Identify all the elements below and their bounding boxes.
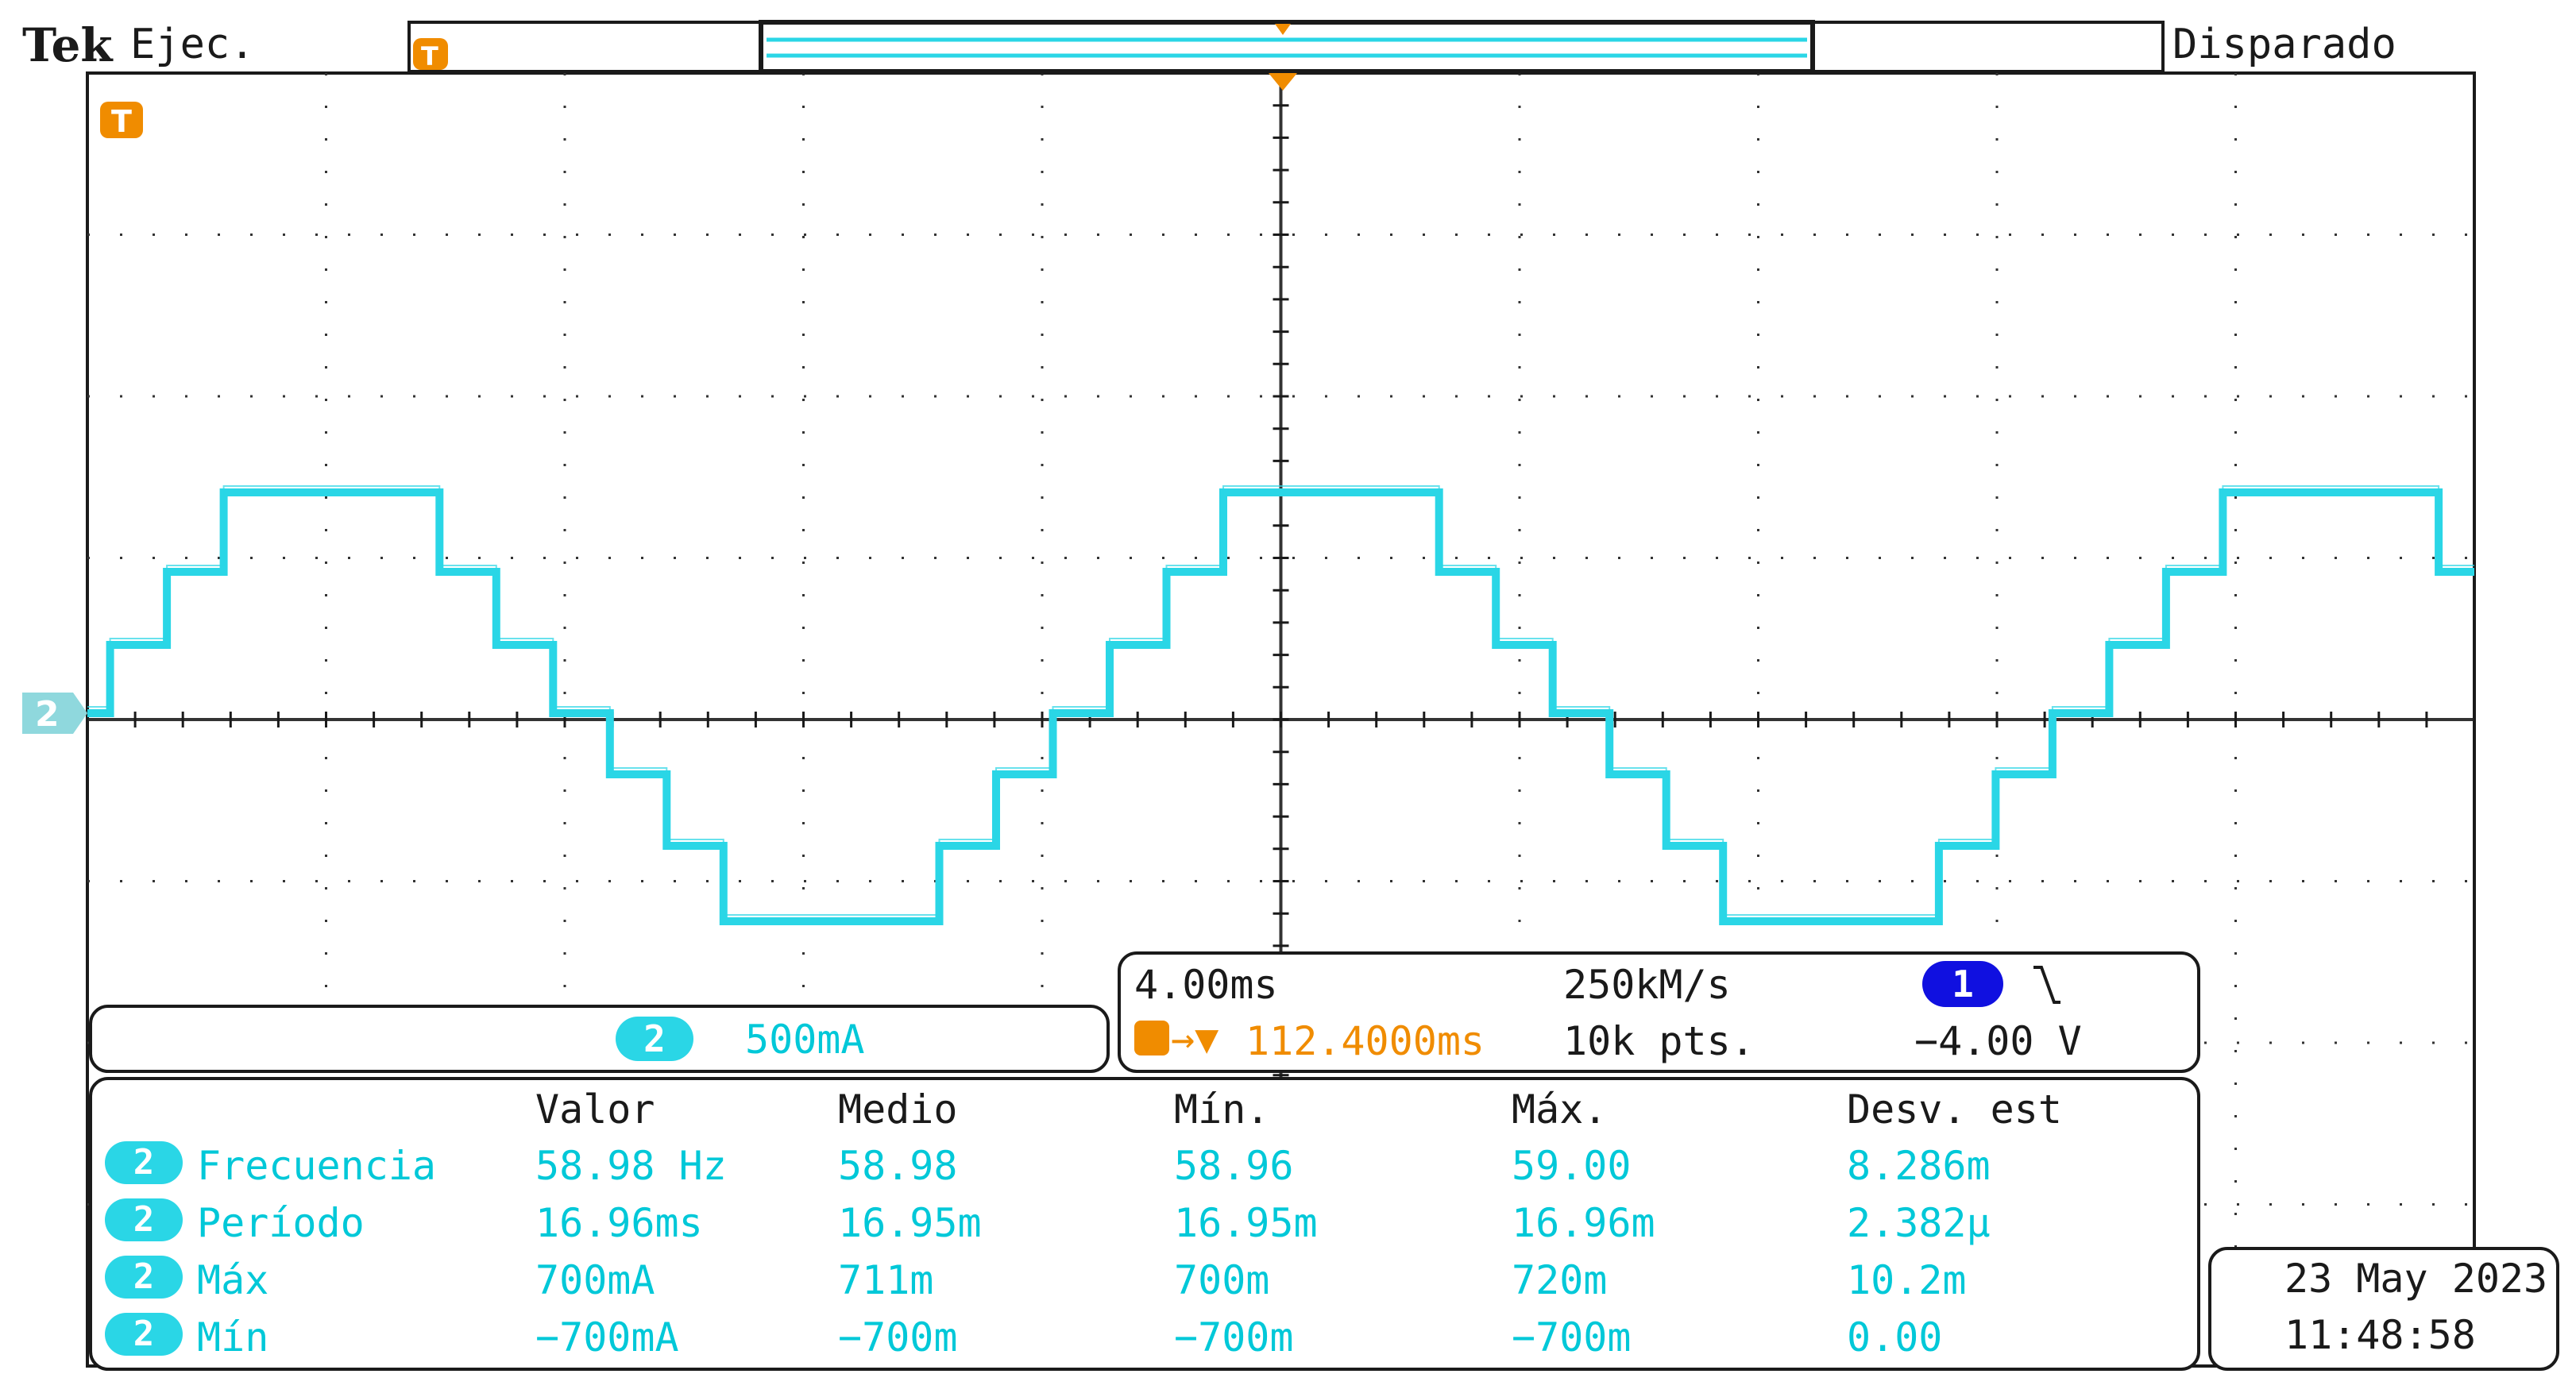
measurement-value: 10.2m	[1847, 1257, 1967, 1303]
measurement-name: Período	[197, 1200, 365, 1246]
measurement-value: 700m	[1174, 1257, 1270, 1303]
column-header: Medio	[838, 1086, 958, 1133]
measurement-value: −700m	[1174, 1314, 1294, 1360]
sample-rate: 250kM/s	[1563, 962, 1731, 1008]
time-per-division: 4.00ms	[1134, 962, 1278, 1008]
measurement-value: 2.382μ	[1847, 1200, 1991, 1246]
measurement-value: 58.98 Hz	[535, 1143, 727, 1189]
record-view-window	[759, 20, 1815, 74]
trigger-state: Disparado	[2172, 21, 2396, 68]
date: 23 May 2023	[2284, 1256, 2548, 1302]
record-trigger-t-label: T	[421, 41, 438, 71]
trigger-t-marker-label: T	[111, 104, 132, 139]
measurements-box	[89, 1077, 2200, 1371]
trigger-position: 112.4000ms	[1246, 1018, 1485, 1064]
measurement-value: −700m	[838, 1314, 958, 1360]
measurement-name: Máx	[197, 1257, 269, 1303]
measurement-value: 700mA	[535, 1257, 655, 1303]
measurement-value: 711m	[838, 1257, 934, 1303]
channel-2-badge[interactable]: 2	[105, 1313, 183, 1356]
measurement-value: 0.00	[1847, 1314, 1943, 1360]
trigger-source-badge[interactable]: 1	[1922, 961, 2003, 1007]
time: 11:48:58	[2284, 1312, 2476, 1358]
column-header: Máx.	[1512, 1086, 1608, 1133]
channel-2-ground-marker-label: 2	[35, 694, 60, 735]
record-trigger-marker-icon	[1275, 24, 1291, 35]
trigger-position-marker-icon	[1269, 73, 1297, 91]
measurement-value: −700m	[1512, 1314, 1632, 1360]
run-state: Ejec.	[130, 21, 255, 68]
channel-2-badge[interactable]: 2	[616, 1017, 693, 1061]
measurement-value: 720m	[1512, 1257, 1608, 1303]
column-header: Desv. est	[1847, 1086, 2062, 1133]
trigger-level: −4.00 V	[1914, 1018, 2082, 1064]
trigger-position-arrow-icon: →▼	[1171, 1016, 1219, 1062]
channel-2-badge[interactable]: 2	[105, 1256, 183, 1299]
channel-2-badge[interactable]: 2	[105, 1141, 183, 1184]
column-header: Mín.	[1174, 1086, 1270, 1133]
measurement-value: 16.95m	[838, 1200, 982, 1246]
measurement-name: Mín	[197, 1314, 269, 1360]
falling-edge-icon	[2033, 966, 2060, 1004]
channel-2-scale: 500mA	[745, 1017, 865, 1063]
measurement-value: 8.286m	[1847, 1143, 1991, 1189]
channel-2-waveform	[87, 485, 2474, 925]
measurement-value: 16.96ms	[535, 1200, 703, 1246]
waveform-noise	[87, 485, 2474, 916]
measurement-value: −700mA	[535, 1314, 679, 1360]
measurement-value: 58.96	[1174, 1143, 1294, 1189]
record-length: 10k pts.	[1563, 1018, 1755, 1064]
trigger-t-marker-icon	[100, 102, 143, 138]
measurement-value: 16.95m	[1174, 1200, 1318, 1246]
measurement-name: Frecuencia	[197, 1143, 437, 1189]
channel-scale-box	[89, 1005, 1110, 1073]
column-header: Valor	[535, 1086, 655, 1133]
measurement-value: 59.00	[1512, 1143, 1632, 1189]
trigger-position-icon	[1134, 1021, 1169, 1055]
datetime-box	[2208, 1247, 2559, 1371]
measurement-value: 58.98	[838, 1143, 958, 1189]
record-trigger-t-icon	[413, 38, 448, 70]
channel-2-ground-marker-icon	[22, 693, 87, 734]
timebase-box	[1118, 951, 2200, 1073]
brand-logo: Tek	[22, 18, 113, 72]
channel-2-badge[interactable]: 2	[105, 1198, 183, 1241]
measurement-value: 16.96m	[1512, 1200, 1655, 1246]
